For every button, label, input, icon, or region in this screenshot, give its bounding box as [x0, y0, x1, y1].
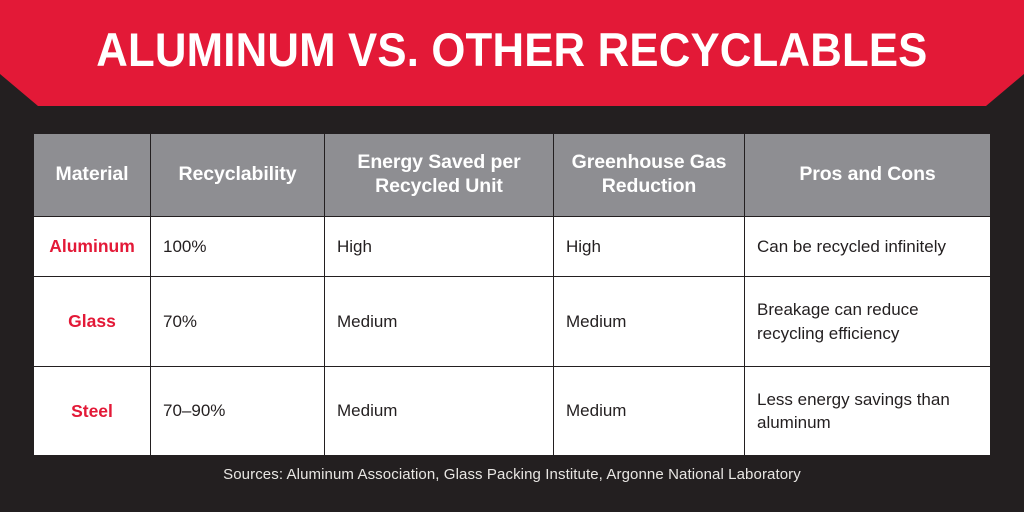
column-header-energy-saved: Energy Saved per Recycled Unit: [324, 133, 554, 217]
table-row: Aluminum 100% High High Can be recycled …: [33, 216, 991, 277]
sources-caption: Sources: Aluminum Association, Glass Pac…: [223, 466, 801, 483]
cell-ghg-reduction: Medium: [553, 366, 745, 456]
cell-ghg-reduction: Medium: [553, 276, 745, 367]
column-header-ghg-reduction: Greenhouse Gas Reduction: [553, 133, 745, 217]
table-body: Aluminum 100% High High Can be recycled …: [33, 216, 991, 456]
cell-material: Aluminum: [33, 216, 151, 277]
cell-recyclability: 70–90%: [150, 366, 325, 456]
cell-energy-saved: Medium: [324, 366, 554, 456]
cell-recyclability: 100%: [150, 216, 325, 277]
column-header-material: Material: [33, 133, 151, 217]
page-title: ALUMINUM VS. OTHER RECYCLABLES: [96, 22, 928, 76]
cell-material: Steel: [33, 366, 151, 456]
comparison-table: Material Recyclability Energy Saved per …: [33, 133, 991, 456]
cell-material: Glass: [33, 276, 151, 367]
footer: Sources: Aluminum Association, Glass Pac…: [0, 466, 1024, 484]
table-header: Material Recyclability Energy Saved per …: [33, 133, 991, 217]
comparison-table-container: Material Recyclability Energy Saved per …: [33, 133, 991, 456]
cell-energy-saved: Medium: [324, 276, 554, 367]
header-banner: ALUMINUM VS. OTHER RECYCLABLES: [0, 0, 1024, 106]
cell-energy-saved: High: [324, 216, 554, 277]
cell-recyclability: 70%: [150, 276, 325, 367]
cell-pros-and-cons: Breakage can reduce recycling efficiency: [744, 276, 991, 367]
cell-pros-and-cons: Less energy savings than aluminum: [744, 366, 991, 456]
table-row: Steel 70–90% Medium Medium Less energy s…: [33, 366, 991, 456]
cell-ghg-reduction: High: [553, 216, 745, 277]
table-header-row: Material Recyclability Energy Saved per …: [33, 133, 991, 217]
column-header-recyclability: Recyclability: [150, 133, 325, 217]
table-row: Glass 70% Medium Medium Breakage can red…: [33, 276, 991, 367]
column-header-pros-and-cons: Pros and Cons: [744, 133, 991, 217]
cell-pros-and-cons: Can be recycled infinitely: [744, 216, 991, 277]
